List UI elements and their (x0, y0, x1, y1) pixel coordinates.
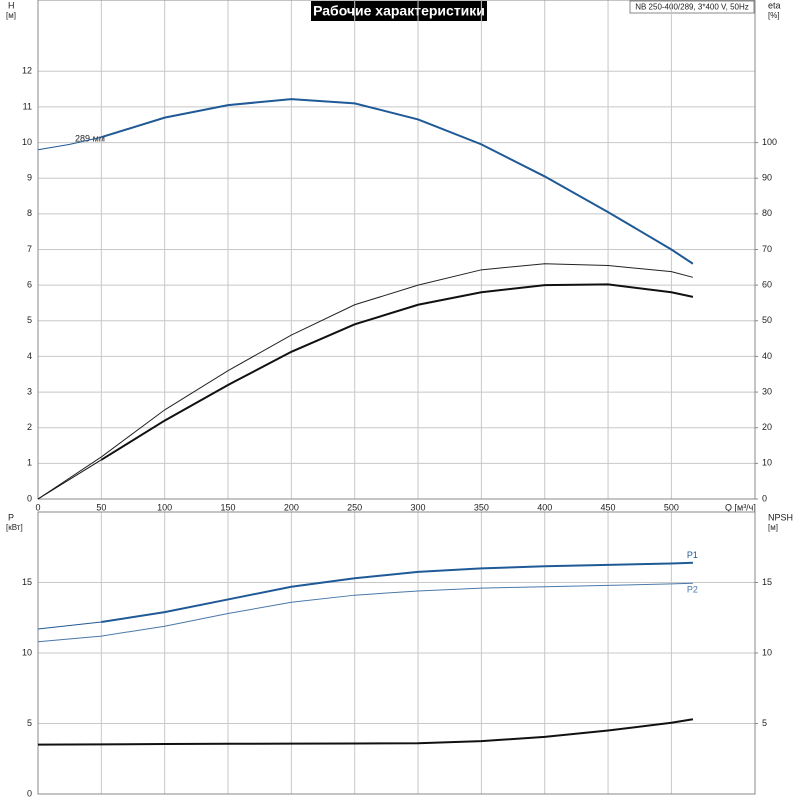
y2-tick-label: 80 (762, 208, 772, 218)
y-axis-label: P (8, 512, 14, 522)
y-tick-label: 0 (27, 493, 32, 503)
x-tick-label: 250 (347, 502, 362, 512)
curve (101, 561, 693, 623)
curve (37, 459, 102, 500)
y2-tick-label: 100 (762, 137, 777, 147)
x-tick-label: 300 (411, 502, 426, 512)
y2-tick-label: 90 (762, 173, 772, 183)
x-tick-label: 200 (284, 502, 299, 512)
x-tick-label: 450 (601, 502, 616, 512)
y2-tick-label: 0 (762, 493, 767, 503)
y-tick-label: 4 (27, 351, 32, 361)
y2-axis-unit: [%] (768, 11, 780, 20)
curve (37, 718, 694, 746)
y-tick-label: 5 (27, 315, 32, 325)
x-tick-label: 400 (537, 502, 552, 512)
curve (37, 582, 693, 643)
y-tick-label: 5 (27, 718, 32, 728)
y2-tick-label: 40 (762, 351, 772, 361)
y2-tick-label: 15 (762, 577, 772, 587)
y-tick-label: 15 (22, 577, 32, 587)
x-tick-label: 0 (35, 502, 40, 512)
y2-axis-unit: [м] (768, 523, 778, 532)
y-tick-label: 1 (27, 458, 32, 468)
curve (37, 263, 694, 500)
model-box (629, 0, 755, 14)
y-tick-label: 10 (22, 647, 32, 657)
y2-axis-label: NPSH (768, 512, 793, 522)
y2-tick-label: 60 (762, 280, 772, 290)
y2-axis-label: eta (768, 0, 781, 10)
curve (100, 283, 694, 461)
plot-frame (37, 0, 756, 500)
y-tick-label: 3 (27, 386, 32, 396)
y-axis-label: H (8, 0, 15, 10)
y2-tick-label: 20 (762, 422, 772, 432)
model-label: NB 250-400/289, 3*400 V, 50Hz (635, 3, 749, 12)
curve (37, 621, 102, 630)
x-tick-label: 350 (474, 502, 489, 512)
y-tick-label: 11 (23, 101, 32, 111)
y-tick-label: 10 (22, 137, 32, 147)
y-tick-label: 0 (27, 788, 32, 798)
y2-tick-label: 30 (762, 386, 772, 396)
y-axis-unit: [м] (6, 11, 16, 20)
curve (101, 98, 694, 265)
x-tick-label: 500 (664, 502, 679, 512)
y2-tick-label: 5 (762, 718, 767, 728)
plot-frame (37, 511, 756, 795)
chart-title: Рабочие характеристики (313, 3, 485, 19)
y-tick-label: 2 (27, 422, 32, 432)
y-tick-label: 7 (27, 244, 32, 254)
x-axis-label: Q [м³/ч] (725, 502, 756, 512)
x-tick-label: 50 (96, 502, 106, 512)
y2-tick-label: 10 (762, 647, 772, 657)
series-label: P2 (687, 585, 698, 595)
x-tick-label: 100 (157, 502, 172, 512)
series-label: P1 (687, 550, 698, 560)
y2-tick-label: 70 (762, 244, 772, 254)
y-tick-label: 8 (27, 208, 32, 218)
annotation: 289 мм (75, 133, 105, 143)
y-axis-unit: [кВт] (6, 523, 23, 532)
x-tick-label: 150 (221, 502, 236, 512)
y-tick-label: 12 (22, 66, 32, 76)
y-tick-label: 9 (27, 173, 32, 183)
y2-tick-label: 10 (762, 458, 772, 468)
y-tick-label: 6 (27, 280, 32, 290)
y2-tick-label: 50 (762, 315, 772, 325)
curve (37, 136, 102, 151)
